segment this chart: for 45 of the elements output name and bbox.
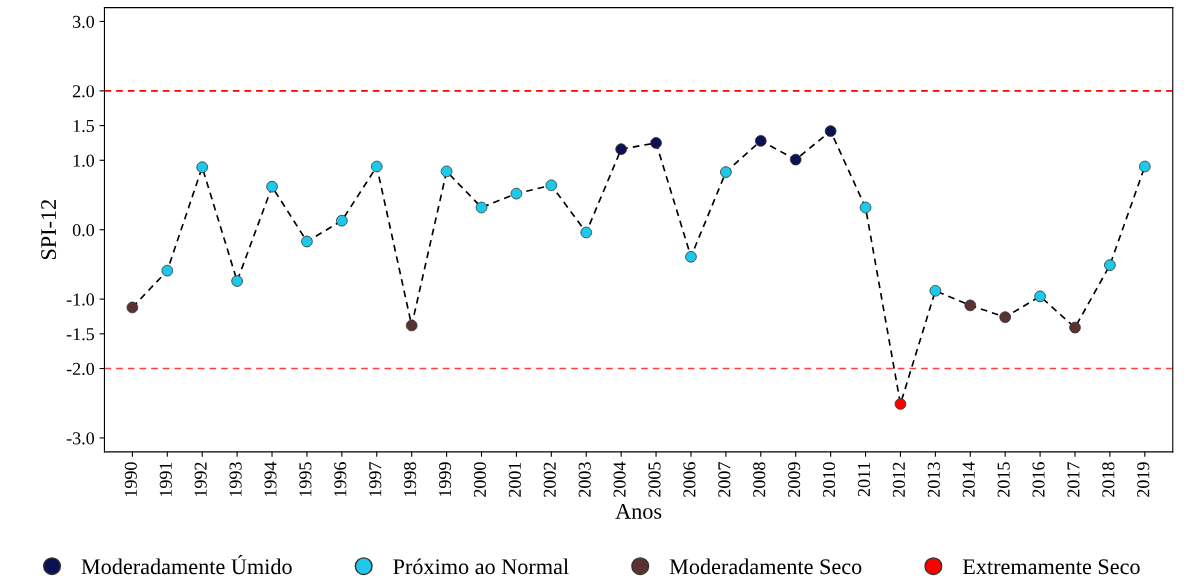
x-tick-label: 1991 [159,462,172,497]
x-tick-label: 2008 [753,462,766,497]
x-tick-label: 2019 [1137,462,1150,497]
x-tick-label: 1995 [299,462,312,497]
x-tick-label: 1999 [438,462,452,497]
legend-label: Moderadamente Úmido [81,555,292,575]
x-tick-label: 2017 [1067,462,1080,497]
y-tick-label: 3.0 [73,15,95,28]
y-tick-label: 1.0 [73,154,95,167]
x-tick-label: 2011 [857,462,871,497]
y-tick-label: 2.0 [72,85,95,98]
x-tick-label: 2002 [543,462,556,497]
x-tick-label: 1998 [404,462,417,497]
y-axis-title: SPI-12 [41,200,57,260]
x-tick-label: 2010 [822,462,836,497]
x-tick-label: 1990 [124,462,137,497]
x-tick-label: 2004 [613,461,626,497]
y-tick-label: -2.0 [66,362,95,376]
y-tick-label: 0.0 [72,223,95,237]
x-tick-label: 2003 [578,462,591,497]
x-tick-label: 2000 [473,462,487,497]
x-tick-label: 1993 [229,462,242,497]
x-axis-title: Anos [615,503,662,519]
y-tick-label: 1.5 [73,119,95,133]
legend-label: Moderadamente Seco [669,558,862,575]
x-tick-label: 1996 [334,462,347,497]
y-tick-label: -1.5 [66,328,95,341]
legend-label: Próximo ao Normal [393,558,569,575]
y-tick-label: -1.0 [66,293,95,306]
x-tick-label: 2014 [962,461,975,497]
x-tick-label: 2018 [1102,462,1115,497]
legend-label: Extremamente Seco [962,559,1140,575]
x-tick-label: 2007 [718,462,731,497]
x-tick-label: 2009 [788,462,801,497]
x-tick-label: 2005 [648,462,661,497]
x-tick-label: 1994 [264,461,277,497]
x-tick-label: 1992 [194,462,207,497]
y-tick-label: -3.0 [66,432,95,445]
x-tick-label: 1997 [369,462,382,497]
x-tick-label: 2013 [927,462,940,497]
x-tick-label: 2006 [683,462,696,497]
x-tick-label: 2015 [997,462,1010,497]
x-tick-label: 2001 [508,462,521,497]
x-tick-label: 2016 [1032,462,1045,497]
x-tick-label: 2012 [892,462,905,497]
